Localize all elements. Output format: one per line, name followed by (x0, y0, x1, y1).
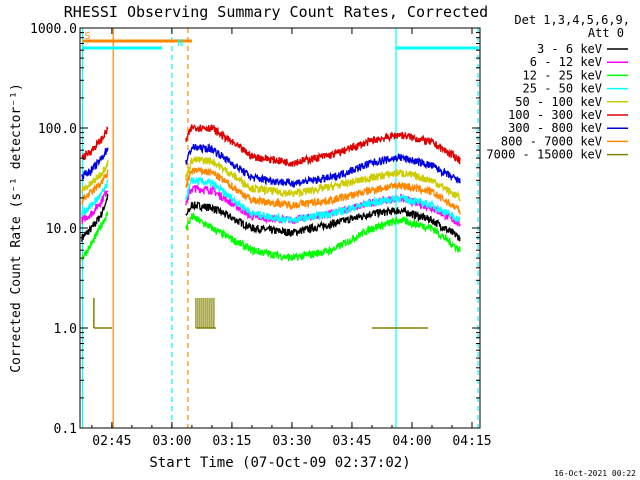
series-line (185, 211, 461, 262)
series-line (81, 193, 109, 242)
x-axis: 02:45 03:00 03:15 03:30 03:45 04:00 04:15 (91, 28, 492, 449)
series-line (81, 210, 109, 262)
series-8 (93, 297, 428, 329)
y-tick-label: 100.0 (38, 122, 77, 137)
legend-header-line2: Att 0 (588, 26, 624, 40)
flag-label-n: N (177, 38, 183, 49)
series-line (81, 126, 109, 161)
series-5 (81, 124, 461, 168)
x-tick-label: 03:30 (272, 434, 311, 449)
legend-entry-label: 7000 - 15000 keV (486, 148, 602, 162)
x-tick-label: 04:00 (392, 434, 431, 449)
legend-entry-label: 800 - 7000 keV (501, 134, 602, 148)
vertical-markers (81, 28, 479, 428)
y-axis: 1000.0 100.0 10.0 1.0 0.1 (30, 22, 480, 437)
x-tick-label: 03:15 (212, 434, 251, 449)
series-line (185, 155, 461, 202)
y-tick-label: 10.0 (46, 222, 77, 237)
series-line (81, 179, 109, 218)
series-line (185, 201, 461, 242)
series-7 (81, 167, 461, 215)
plot-frame (79, 27, 481, 429)
series-6 (81, 142, 461, 188)
series-line (81, 159, 109, 193)
series-line (185, 124, 461, 168)
legend-entry-label: 25 - 50 keV (523, 82, 602, 96)
series-line (185, 175, 461, 225)
legend-entry-label: 12 - 25 keV (523, 68, 602, 82)
y-tick-label: 1000.0 (30, 22, 77, 37)
x-tick-label: 04:15 (452, 434, 491, 449)
timestamp: 16-Oct-2021 00:22 (554, 469, 636, 478)
series-4 (81, 155, 461, 202)
y-tick-label: 1.0 (54, 322, 77, 337)
legend-entry-label: 3 - 6 keV (537, 42, 602, 56)
y-tick-label: 0.1 (54, 422, 77, 437)
series-layer (81, 124, 461, 329)
legend-header-line1: Det 1,3,4,5,6,9, (514, 13, 630, 27)
x-tick-label: 03:45 (332, 434, 371, 449)
x-tick-label: 03:00 (152, 434, 191, 449)
x-tick-label: 02:45 (92, 434, 131, 449)
series-line (81, 169, 109, 206)
series-line (185, 167, 461, 215)
chart-title: RHESSI Observing Summary Count Rates, Co… (64, 3, 488, 21)
x-axis-label: Start Time (07-Oct-09 02:37:02) (149, 455, 410, 471)
series-2 (81, 210, 461, 262)
flag-label-s: S (85, 31, 91, 42)
legend-entry-label: 50 - 100 keV (515, 95, 602, 109)
legend-entry-label: 300 - 800 keV (508, 121, 602, 135)
legend-entry-label: 6 - 12 keV (530, 55, 602, 69)
y-axis-label: Corrected Count Rate (s⁻¹ detector⁻¹) (9, 83, 24, 373)
series-3 (81, 175, 461, 225)
series-line (81, 147, 109, 180)
series-0 (81, 193, 461, 242)
series-line (185, 142, 461, 188)
series-line (81, 190, 109, 224)
flag-bars: SN (82, 31, 478, 50)
legend-entry-label: 100 - 300 keV (508, 108, 602, 122)
